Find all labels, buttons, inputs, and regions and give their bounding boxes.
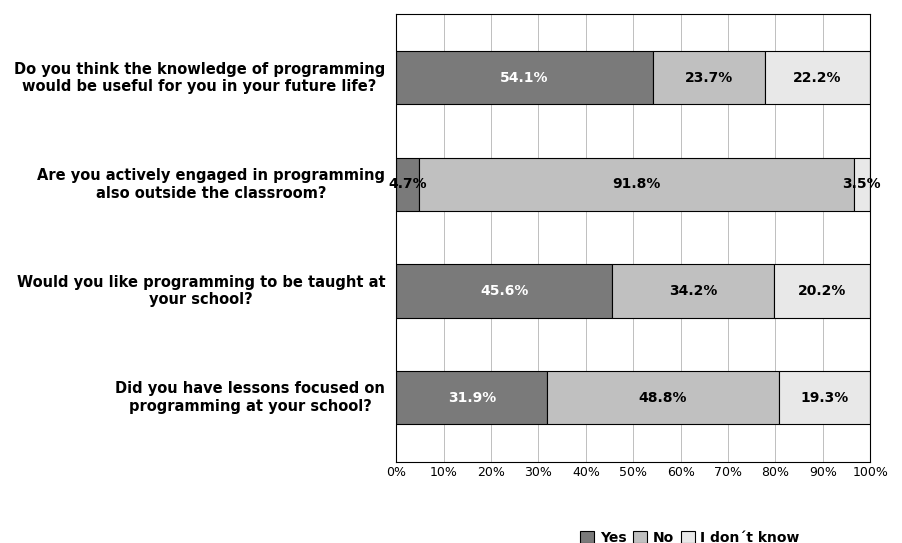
Bar (778, 371, 870, 424)
Bar (548, 371, 778, 424)
Text: 31.9%: 31.9% (447, 390, 496, 405)
Text: 34.2%: 34.2% (669, 284, 718, 298)
Text: 4.7%: 4.7% (388, 178, 427, 192)
Bar (765, 51, 870, 104)
Bar (396, 158, 419, 211)
Legend: Yes, No, I don´t know: Yes, No, I don´t know (576, 527, 804, 543)
Bar (775, 264, 870, 318)
Bar (419, 158, 853, 211)
Bar (853, 158, 870, 211)
Text: 3.5%: 3.5% (842, 178, 881, 192)
Text: 91.8%: 91.8% (612, 178, 660, 192)
Bar (396, 371, 548, 424)
Bar (612, 264, 775, 318)
Text: 22.2%: 22.2% (794, 71, 842, 85)
Text: 54.1%: 54.1% (501, 71, 548, 85)
Text: 23.7%: 23.7% (685, 71, 733, 85)
Bar (653, 51, 765, 104)
Bar (396, 264, 612, 318)
Bar (396, 51, 653, 104)
Text: 45.6%: 45.6% (480, 284, 529, 298)
Text: 19.3%: 19.3% (800, 390, 849, 405)
Text: 48.8%: 48.8% (639, 390, 687, 405)
Text: 20.2%: 20.2% (798, 284, 846, 298)
